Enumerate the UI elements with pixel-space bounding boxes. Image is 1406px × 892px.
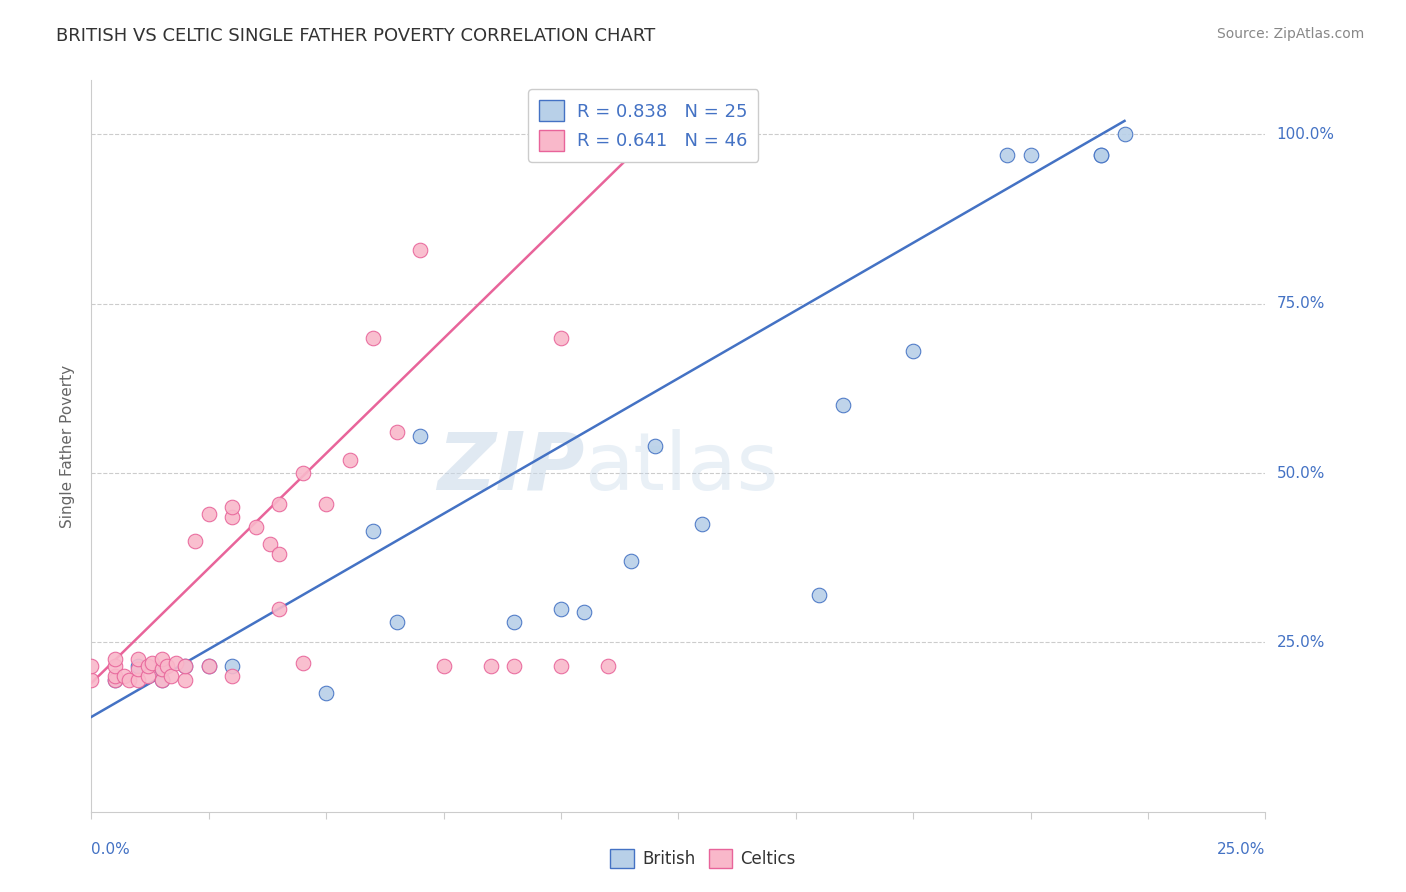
Point	[808, 588, 831, 602]
Point	[409, 429, 432, 443]
Point	[315, 686, 337, 700]
Text: ZIP: ZIP	[437, 429, 585, 507]
Legend: R = 0.838   N = 25, R = 0.641   N = 46: R = 0.838 N = 25, R = 0.641 N = 46	[529, 89, 758, 161]
Point	[104, 659, 127, 673]
Point	[503, 615, 526, 629]
Point	[174, 659, 197, 673]
Point	[385, 615, 408, 629]
Text: 50.0%: 50.0%	[1277, 466, 1324, 481]
Point	[150, 663, 173, 677]
Point	[385, 425, 408, 440]
Point	[432, 659, 454, 673]
Point	[183, 533, 205, 548]
Point	[269, 547, 291, 561]
Point	[644, 439, 666, 453]
Point	[550, 659, 572, 673]
Point	[259, 537, 281, 551]
Point	[150, 663, 173, 677]
Point	[127, 652, 149, 666]
Point	[339, 452, 361, 467]
Text: Source: ZipAtlas.com: Source: ZipAtlas.com	[1216, 27, 1364, 41]
Point	[104, 652, 127, 666]
Point	[221, 500, 243, 514]
Point	[174, 659, 197, 673]
Point	[620, 554, 643, 568]
Point	[150, 673, 173, 687]
Point	[1090, 148, 1112, 162]
Point	[197, 659, 219, 673]
Point	[174, 673, 197, 687]
Text: 0.0%: 0.0%	[91, 842, 131, 857]
Point	[269, 497, 291, 511]
Point	[291, 466, 314, 480]
Point	[118, 673, 141, 687]
Point	[503, 659, 526, 673]
Y-axis label: Single Father Poverty: Single Father Poverty	[60, 365, 76, 527]
Point	[315, 497, 337, 511]
Point	[831, 398, 853, 412]
Point	[136, 659, 159, 673]
Point	[80, 659, 103, 673]
Point	[550, 601, 572, 615]
Point	[197, 507, 219, 521]
Point	[995, 148, 1018, 162]
Point	[221, 510, 243, 524]
Point	[479, 659, 502, 673]
Text: 75.0%: 75.0%	[1277, 296, 1324, 311]
Point	[1019, 148, 1042, 162]
Point	[150, 652, 173, 666]
Text: BRITISH VS CELTIC SINGLE FATHER POVERTY CORRELATION CHART: BRITISH VS CELTIC SINGLE FATHER POVERTY …	[56, 27, 655, 45]
Legend: British, Celtics: British, Celtics	[603, 842, 803, 875]
Point	[1114, 128, 1136, 142]
Point	[550, 331, 572, 345]
Point	[1090, 148, 1112, 162]
Point	[160, 669, 183, 683]
Point	[136, 669, 159, 683]
Point	[291, 656, 314, 670]
Text: 25.0%: 25.0%	[1277, 635, 1324, 650]
Point	[112, 669, 135, 683]
Point	[104, 669, 127, 683]
Point	[104, 673, 127, 687]
Point	[150, 673, 173, 687]
Point	[361, 331, 384, 345]
Point	[197, 659, 219, 673]
Point	[127, 659, 149, 673]
Point	[269, 601, 291, 615]
Point	[596, 659, 619, 673]
Point	[80, 673, 103, 687]
Point	[127, 663, 149, 677]
Point	[245, 520, 267, 534]
Point	[221, 659, 243, 673]
Point	[127, 673, 149, 687]
Point	[901, 344, 924, 359]
Text: 100.0%: 100.0%	[1277, 127, 1334, 142]
Point	[141, 656, 163, 670]
Point	[104, 673, 127, 687]
Point	[409, 243, 432, 257]
Point	[361, 524, 384, 538]
Point	[165, 656, 187, 670]
Point	[221, 669, 243, 683]
Point	[155, 659, 177, 673]
Point	[574, 605, 596, 619]
Point	[690, 516, 713, 531]
Text: 25.0%: 25.0%	[1218, 842, 1265, 857]
Text: atlas: atlas	[585, 429, 779, 507]
